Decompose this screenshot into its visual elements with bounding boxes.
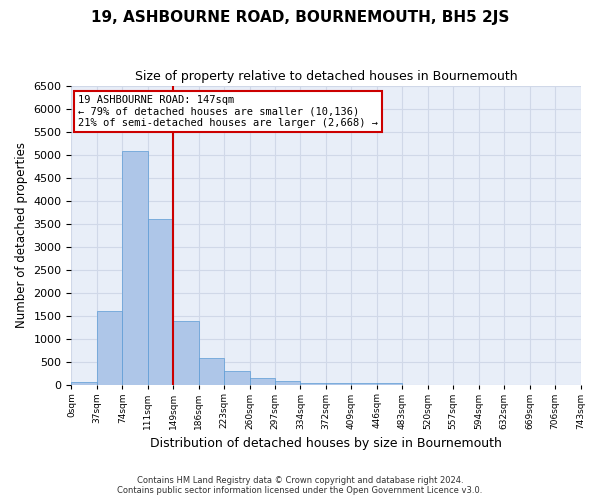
Title: Size of property relative to detached houses in Bournemouth: Size of property relative to detached ho… [134,70,517,83]
Y-axis label: Number of detached properties: Number of detached properties [15,142,28,328]
Bar [199,358,224,386]
Bar [148,220,173,386]
Text: Contains HM Land Registry data © Crown copyright and database right 2024.
Contai: Contains HM Land Registry data © Crown c… [118,476,482,495]
Bar [97,310,122,386]
Bar [173,321,199,386]
Bar [275,381,301,386]
Text: 19 ASHBOURNE ROAD: 147sqm
← 79% of detached houses are smaller (10,136)
21% of s: 19 ASHBOURNE ROAD: 147sqm ← 79% of detac… [78,95,378,128]
Text: 19, ASHBOURNE ROAD, BOURNEMOUTH, BH5 2JS: 19, ASHBOURNE ROAD, BOURNEMOUTH, BH5 2JS [91,10,509,25]
Bar [224,371,250,386]
Bar [301,383,326,386]
Bar [71,382,97,386]
Bar [250,378,275,386]
Bar [326,383,352,386]
Bar [377,383,403,386]
Bar [122,151,148,386]
X-axis label: Distribution of detached houses by size in Bournemouth: Distribution of detached houses by size … [150,437,502,450]
Bar [352,383,377,386]
